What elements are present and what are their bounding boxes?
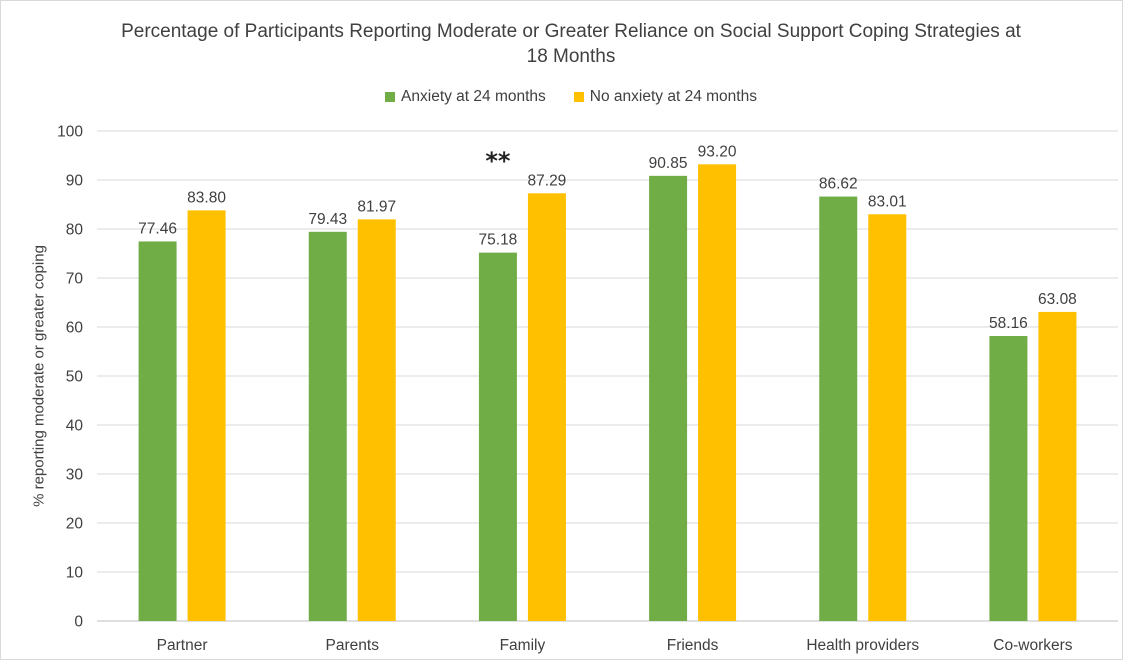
legend-label-anxiety: Anxiety at 24 months xyxy=(401,88,546,105)
x-tick-label: Co-workers xyxy=(993,637,1072,654)
chart-title-line-1: Percentage of Participants Reporting Mod… xyxy=(121,21,1021,42)
data-label: 81.97 xyxy=(357,198,396,215)
bar-anxiety xyxy=(989,336,1028,621)
x-tick-label: Friends xyxy=(667,637,719,654)
chart-title-line-2: 18 Months xyxy=(526,46,616,67)
data-label: 63.08 xyxy=(1038,291,1077,308)
y-tick-label: 40 xyxy=(66,418,84,435)
legend-item-no-anxiety: No anxiety at 24 months xyxy=(573,88,757,106)
y-tick-label: 80 xyxy=(66,222,84,239)
legend-swatch-anxiety xyxy=(385,92,396,102)
bar-anxiety xyxy=(138,241,177,622)
data-label: 83.01 xyxy=(868,193,907,210)
bar-anxiety xyxy=(478,252,517,622)
data-label: 87.29 xyxy=(528,172,567,189)
y-tick-label: 90 xyxy=(66,173,84,190)
significance-annotation: ** xyxy=(485,147,511,175)
y-tick-label: 30 xyxy=(66,467,84,484)
bar-no-anxiety xyxy=(527,193,566,622)
y-tick-label: 10 xyxy=(66,565,84,582)
x-tick-label: Family xyxy=(500,637,546,654)
bar-anxiety xyxy=(819,196,858,621)
bar-no-anxiety xyxy=(698,164,737,621)
y-tick-label: 100 xyxy=(57,124,83,141)
chart-title: Percentage of Participants Reporting Mod… xyxy=(1,19,1123,69)
data-label: 86.62 xyxy=(819,176,858,193)
bar-no-anxiety xyxy=(868,214,907,621)
bar-no-anxiety xyxy=(357,219,396,622)
bar-anxiety xyxy=(308,231,347,621)
data-label: 75.18 xyxy=(479,232,518,249)
data-label: 83.80 xyxy=(187,189,226,206)
y-tick-label: 50 xyxy=(66,369,84,386)
y-tick-label: 0 xyxy=(74,614,83,631)
data-label: 90.85 xyxy=(649,155,688,172)
bar-anxiety xyxy=(649,175,688,621)
bar-no-anxiety xyxy=(1038,311,1077,621)
chart-legend: Anxiety at 24 months No anxiety at 24 mo… xyxy=(1,88,1123,106)
data-label: 77.46 xyxy=(138,220,177,237)
data-label: 58.16 xyxy=(989,315,1028,332)
y-tick-label: 60 xyxy=(66,320,84,337)
bar-no-anxiety xyxy=(187,210,226,621)
data-label: 93.20 xyxy=(698,143,737,160)
data-label: 79.43 xyxy=(308,211,347,228)
y-tick-label: 20 xyxy=(66,516,84,533)
x-tick-label: Parents xyxy=(326,637,380,654)
legend-label-no-anxiety: No anxiety at 24 months xyxy=(589,88,757,105)
x-tick-label: Health providers xyxy=(806,637,919,654)
legend-swatch-no-anxiety xyxy=(573,92,584,102)
legend-item-anxiety: Anxiety at 24 months xyxy=(385,88,546,106)
y-tick-label: 70 xyxy=(66,271,84,288)
x-tick-label: Partner xyxy=(157,637,208,654)
